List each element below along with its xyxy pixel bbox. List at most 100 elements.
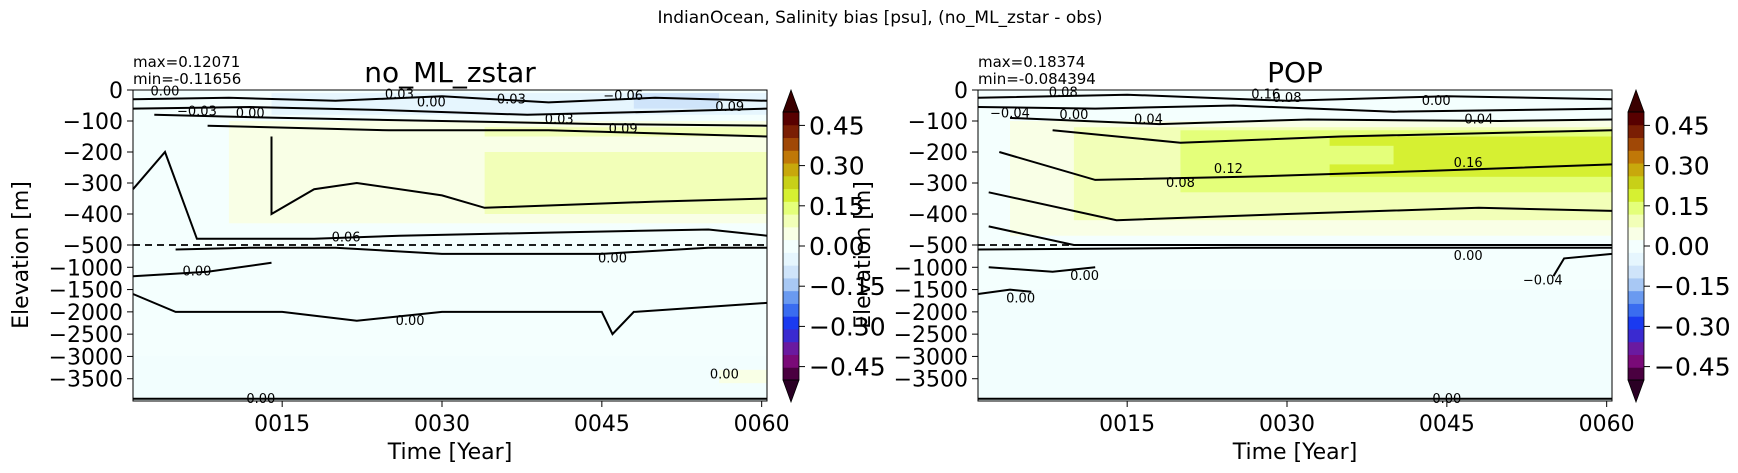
x-tick-label: 0060	[734, 412, 790, 437]
y-tick-label: −1000	[49, 256, 123, 281]
colorbar-right: 0.45 0.30 0.15 0.00 −0.15 −0.30 −0.45	[1627, 88, 1731, 404]
colorbar-tick-label: −0.45	[809, 353, 886, 382]
colorbar-segment	[783, 188, 799, 202]
contour-line	[988, 266, 1096, 273]
colorbar-tick-label: −0.30	[1654, 312, 1731, 341]
contour-label: 0.00	[417, 95, 446, 110]
contour-label: −0.03	[177, 105, 217, 120]
x-tick-label: 0030	[1259, 412, 1315, 437]
contour-label: 0.00	[236, 106, 265, 121]
contour-label: 0.00	[598, 251, 627, 266]
contour-label: 0.00	[1070, 269, 1099, 284]
contour-label: −0.04	[990, 106, 1030, 121]
colorbar-segment	[783, 316, 799, 330]
colorbar-segment	[783, 201, 799, 215]
contour-line	[1552, 252, 1613, 277]
y-tick-label: −1500	[894, 279, 968, 304]
contour-line	[977, 93, 1613, 102]
colorbar-left: 0.45 0.30 0.15 0.00 −0.15 −0.30 −0.45	[782, 88, 886, 404]
panel-title: POP	[1267, 56, 1323, 89]
contour-line	[988, 191, 1613, 222]
contour-label: 0.03	[385, 88, 414, 103]
y-tick-label: −300	[63, 172, 123, 197]
contour-label: −0.03	[486, 92, 526, 107]
y-tick-label: −2500	[49, 323, 123, 348]
contour-line	[132, 105, 768, 116]
contour-label: 0.00	[246, 392, 275, 407]
colorbar-segment	[783, 112, 799, 126]
panel-stat-min: min=-0.11656	[133, 70, 241, 88]
y-tick-label: −2000	[49, 301, 123, 326]
contour-line	[132, 261, 272, 278]
colorbar-tick-label: 0.00	[809, 232, 865, 261]
colorbar-segment	[783, 239, 799, 253]
colorbar-segment	[1628, 137, 1644, 151]
contour-line	[977, 246, 1612, 251]
y-tick-label: −1000	[894, 256, 968, 281]
contour-label: 0.08	[1273, 91, 1302, 106]
colorbar-segment	[1628, 239, 1644, 253]
y-tick-label: −500	[908, 234, 968, 259]
contour-label: 0.00	[710, 367, 739, 382]
x-tick-label: 0015	[1099, 412, 1155, 437]
contour-label: 0.08	[1166, 176, 1195, 191]
y-tick-label: −300	[908, 172, 968, 197]
y-tick-label: −3000	[49, 345, 123, 370]
contour-label: 0.12	[1214, 162, 1243, 177]
y-tick-label: −100	[908, 110, 968, 135]
y-tick-label: −400	[908, 203, 968, 228]
y-tick-label: −400	[63, 203, 123, 228]
contour-line	[1009, 116, 1613, 126]
y-tick-label: −2000	[894, 301, 968, 326]
contour-label: 0.00	[182, 265, 211, 280]
colorbar-extend-min	[1627, 379, 1645, 404]
colorbar-tick-label: 0.45	[809, 111, 865, 140]
colorbar-segment	[1628, 367, 1644, 381]
y-tick-label: −500	[63, 234, 123, 259]
colorbar-tick-label: 0.15	[809, 192, 865, 221]
contour-line	[154, 113, 768, 127]
colorbar-tick-label: 0.30	[809, 152, 865, 181]
contour-line	[1052, 129, 1613, 144]
contour-line	[132, 150, 768, 240]
contour-label: 0.04	[1134, 112, 1163, 127]
contour-label: 0.09	[609, 122, 638, 137]
y-tick-label: 0	[109, 79, 123, 104]
x-tick-label: 0060	[1579, 412, 1635, 437]
colorbar-segment	[1628, 226, 1644, 241]
colorbar-segment	[783, 290, 799, 304]
panel-stat-max: max=0.12071	[133, 53, 240, 71]
colorbar-segment	[1628, 214, 1644, 228]
x-tick-label: 0045	[1419, 412, 1475, 437]
y-tick-label: −100	[63, 110, 123, 135]
contour-label: 0.08	[1049, 85, 1078, 100]
contour-label: 0.00	[1432, 392, 1461, 407]
y-tick-label: −3500	[894, 368, 968, 393]
contour-line	[977, 288, 1032, 295]
colorbar-segment	[1628, 175, 1644, 190]
colorbar-tick-label: 0.30	[1654, 152, 1710, 181]
contour-label: 0.03	[545, 112, 574, 127]
colorbar-segment	[1628, 124, 1644, 139]
y-axis-label: Elevation [m]	[851, 181, 876, 329]
contour-line	[207, 124, 768, 138]
y-tick-label: −200	[908, 141, 968, 166]
x-tick-label: 0030	[414, 412, 470, 437]
contour-line	[999, 151, 1613, 181]
contour-line	[132, 95, 768, 104]
contour-line	[132, 293, 768, 336]
colorbar-tick-label: −0.30	[809, 312, 886, 341]
x-axis-label: Time [Year]	[387, 440, 513, 465]
colorbar-extend-max	[1627, 88, 1645, 113]
colorbar-segment	[1628, 265, 1644, 279]
colorbar-segment	[783, 265, 799, 279]
panel-title: no_ML_zstar	[364, 56, 536, 89]
colorbar-tick-label: −0.45	[1654, 353, 1731, 382]
colorbar-segment	[783, 367, 799, 381]
colorbar-segment	[783, 124, 799, 139]
panel-pop: POP max=0.18374 min=-0.084394 0.08 0.160.…	[851, 53, 1635, 465]
colorbar-segment	[783, 354, 799, 368]
colorbar-segment	[783, 175, 799, 190]
colorbar-segment	[1628, 252, 1644, 266]
